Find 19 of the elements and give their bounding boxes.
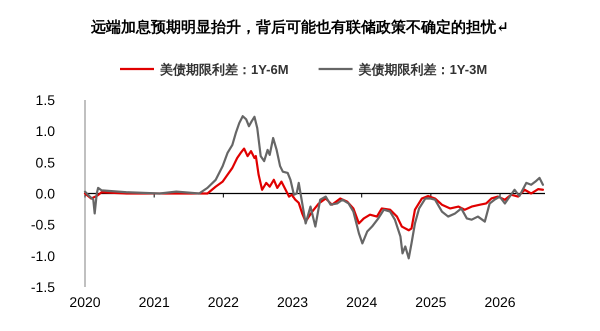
line-series <box>84 148 544 232</box>
y-tick-label: 1.0 <box>36 123 56 140</box>
x-tick-label: 2025 <box>415 294 447 310</box>
legend-label: 美债期限利差：1Y-6M <box>159 62 289 77</box>
x-tick-label: 2026 <box>484 294 516 310</box>
y-tick-label: 0.0 <box>36 186 56 202</box>
legend-label: 美债期限利差：1Y-3M <box>358 62 488 77</box>
x-tick-label: 2024 <box>346 294 378 310</box>
x-tick-label: 2020 <box>69 294 101 310</box>
y-tick-label: 0.5 <box>36 154 56 170</box>
x-tick-label: 2021 <box>138 294 170 310</box>
y-tick-label: -1.5 <box>30 279 56 295</box>
x-tick-label: 2022 <box>208 294 240 310</box>
y-tick-label: -0.5 <box>30 216 56 233</box>
chart-title: 远端加息预期明显抬升，背后可能也有联储政策不确定的担忧↵ <box>90 18 509 36</box>
y-tick-label: -1.0 <box>30 248 56 264</box>
x-tick-label: 2023 <box>276 294 308 310</box>
y-tick-label: 1.5 <box>36 92 56 108</box>
line-series <box>84 115 544 260</box>
